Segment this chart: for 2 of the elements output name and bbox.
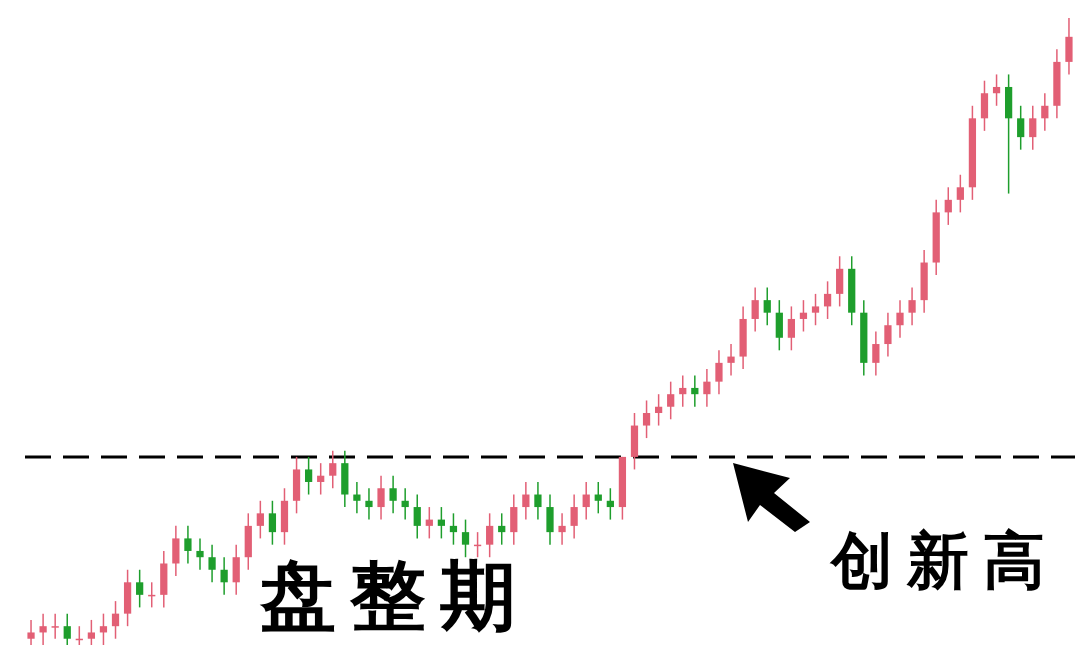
annotation: 盘整期 bbox=[259, 551, 530, 640]
annotation: 创新高 bbox=[829, 524, 1059, 597]
